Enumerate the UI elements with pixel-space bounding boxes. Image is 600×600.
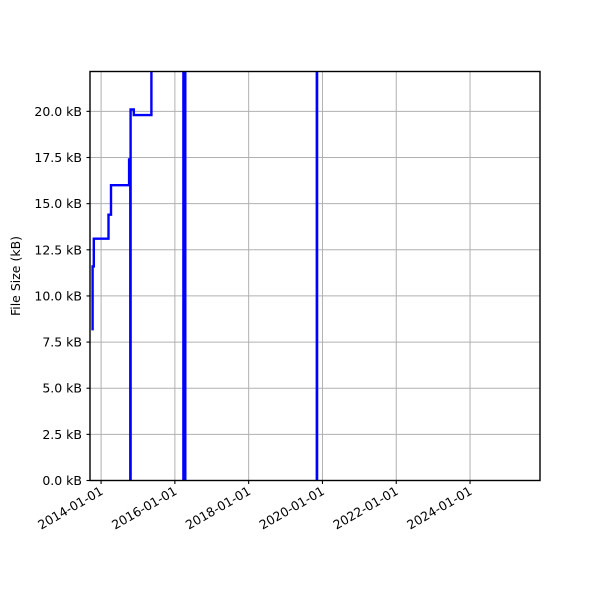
series-line-file-size-history: [91, 71, 319, 481]
axes-layer: [86, 70, 541, 484]
y-tick-label: 20.0 kB: [34, 104, 82, 119]
y-tick-label: 15.0 kB: [34, 196, 82, 211]
y-tick-label: 17.5 kB: [34, 150, 82, 165]
y-tick-label: 2.5 kB: [42, 427, 82, 442]
y-tick-label: 7.5 kB: [42, 335, 82, 350]
series-layer: [91, 71, 319, 481]
y-tick-label: 12.5 kB: [34, 242, 82, 257]
y-tick-label: 5.0 kB: [42, 381, 82, 396]
grid-layer: [90, 71, 540, 481]
axes-spines: [89, 70, 541, 482]
y-tick-label: 10.0 kB: [34, 288, 82, 303]
y-axis-title: File Size (kB): [8, 236, 23, 316]
y-tick-label: 0.0 kB: [42, 473, 82, 488]
